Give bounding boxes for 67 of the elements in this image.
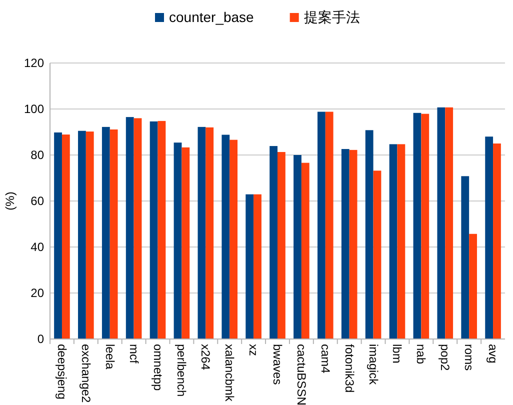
x-tick-label: imagick <box>366 344 380 386</box>
bar <box>294 155 302 339</box>
bar <box>341 149 350 339</box>
bar <box>317 112 326 339</box>
bar <box>278 152 286 339</box>
bar <box>469 234 477 339</box>
y-tick-label: 80 <box>30 148 44 162</box>
legend-label: 提案手法 <box>304 9 360 25</box>
x-tick-label: lbm <box>390 344 404 364</box>
bar <box>325 112 334 339</box>
x-tick-label: pop2 <box>438 344 452 372</box>
bar <box>485 136 494 339</box>
bar <box>54 132 62 339</box>
x-tick-label: exchange2 <box>78 344 93 404</box>
x-tick-label: nab <box>414 344 428 364</box>
bar <box>397 144 406 339</box>
x-tick-label: cactuBSSN <box>294 344 308 405</box>
x-tick-label: fotonik3d <box>342 344 356 393</box>
bar <box>413 112 422 339</box>
x-tick-label: deepsjeng <box>54 344 69 400</box>
x-tick-label: omnetpp <box>150 344 165 392</box>
bar <box>461 176 470 339</box>
bar <box>437 107 446 339</box>
x-tick-label: x264 <box>198 344 213 370</box>
y-tick-label: 20 <box>30 286 44 300</box>
x-tick-label: cam4 <box>318 344 332 374</box>
bar <box>445 107 454 339</box>
bar <box>86 132 94 339</box>
bar <box>126 117 134 339</box>
bar <box>389 144 398 339</box>
x-tick-label: perlbench <box>174 344 189 397</box>
bar <box>270 146 278 339</box>
bar <box>222 134 230 339</box>
bar <box>110 129 118 339</box>
bar <box>373 170 382 339</box>
bar <box>349 150 358 339</box>
y-tick-label: 40 <box>30 240 44 254</box>
bar <box>254 194 262 339</box>
bar <box>421 114 430 339</box>
x-tick-label: roms <box>462 344 476 371</box>
legend-label: counter_base <box>169 9 254 25</box>
bar <box>62 134 70 339</box>
bar <box>365 130 374 339</box>
bar <box>206 127 214 339</box>
y-tick-label: 60 <box>30 194 44 208</box>
bar <box>230 140 238 339</box>
x-tick-label: avg <box>486 344 500 364</box>
bar <box>158 120 166 339</box>
bar <box>493 144 501 339</box>
y-axis-title: (%) <box>3 192 17 210</box>
x-tick-label: xalancbmk <box>222 344 237 402</box>
bar <box>246 194 254 339</box>
bar <box>174 142 182 339</box>
x-tick-label: bwaves <box>270 344 284 385</box>
y-tick-label: 120 <box>24 56 44 70</box>
bar <box>150 121 158 339</box>
bar <box>182 147 190 339</box>
x-tick-label: leela <box>102 344 117 370</box>
bar <box>198 126 206 339</box>
x-tick-label: xz <box>246 344 261 356</box>
x-tick-label: mcf <box>126 344 141 364</box>
bar <box>78 130 86 339</box>
bar <box>134 118 142 339</box>
bar <box>102 126 110 339</box>
y-tick-label: 100 <box>24 102 44 116</box>
bar <box>301 162 310 339</box>
y-tick-label: 0 <box>37 332 44 346</box>
